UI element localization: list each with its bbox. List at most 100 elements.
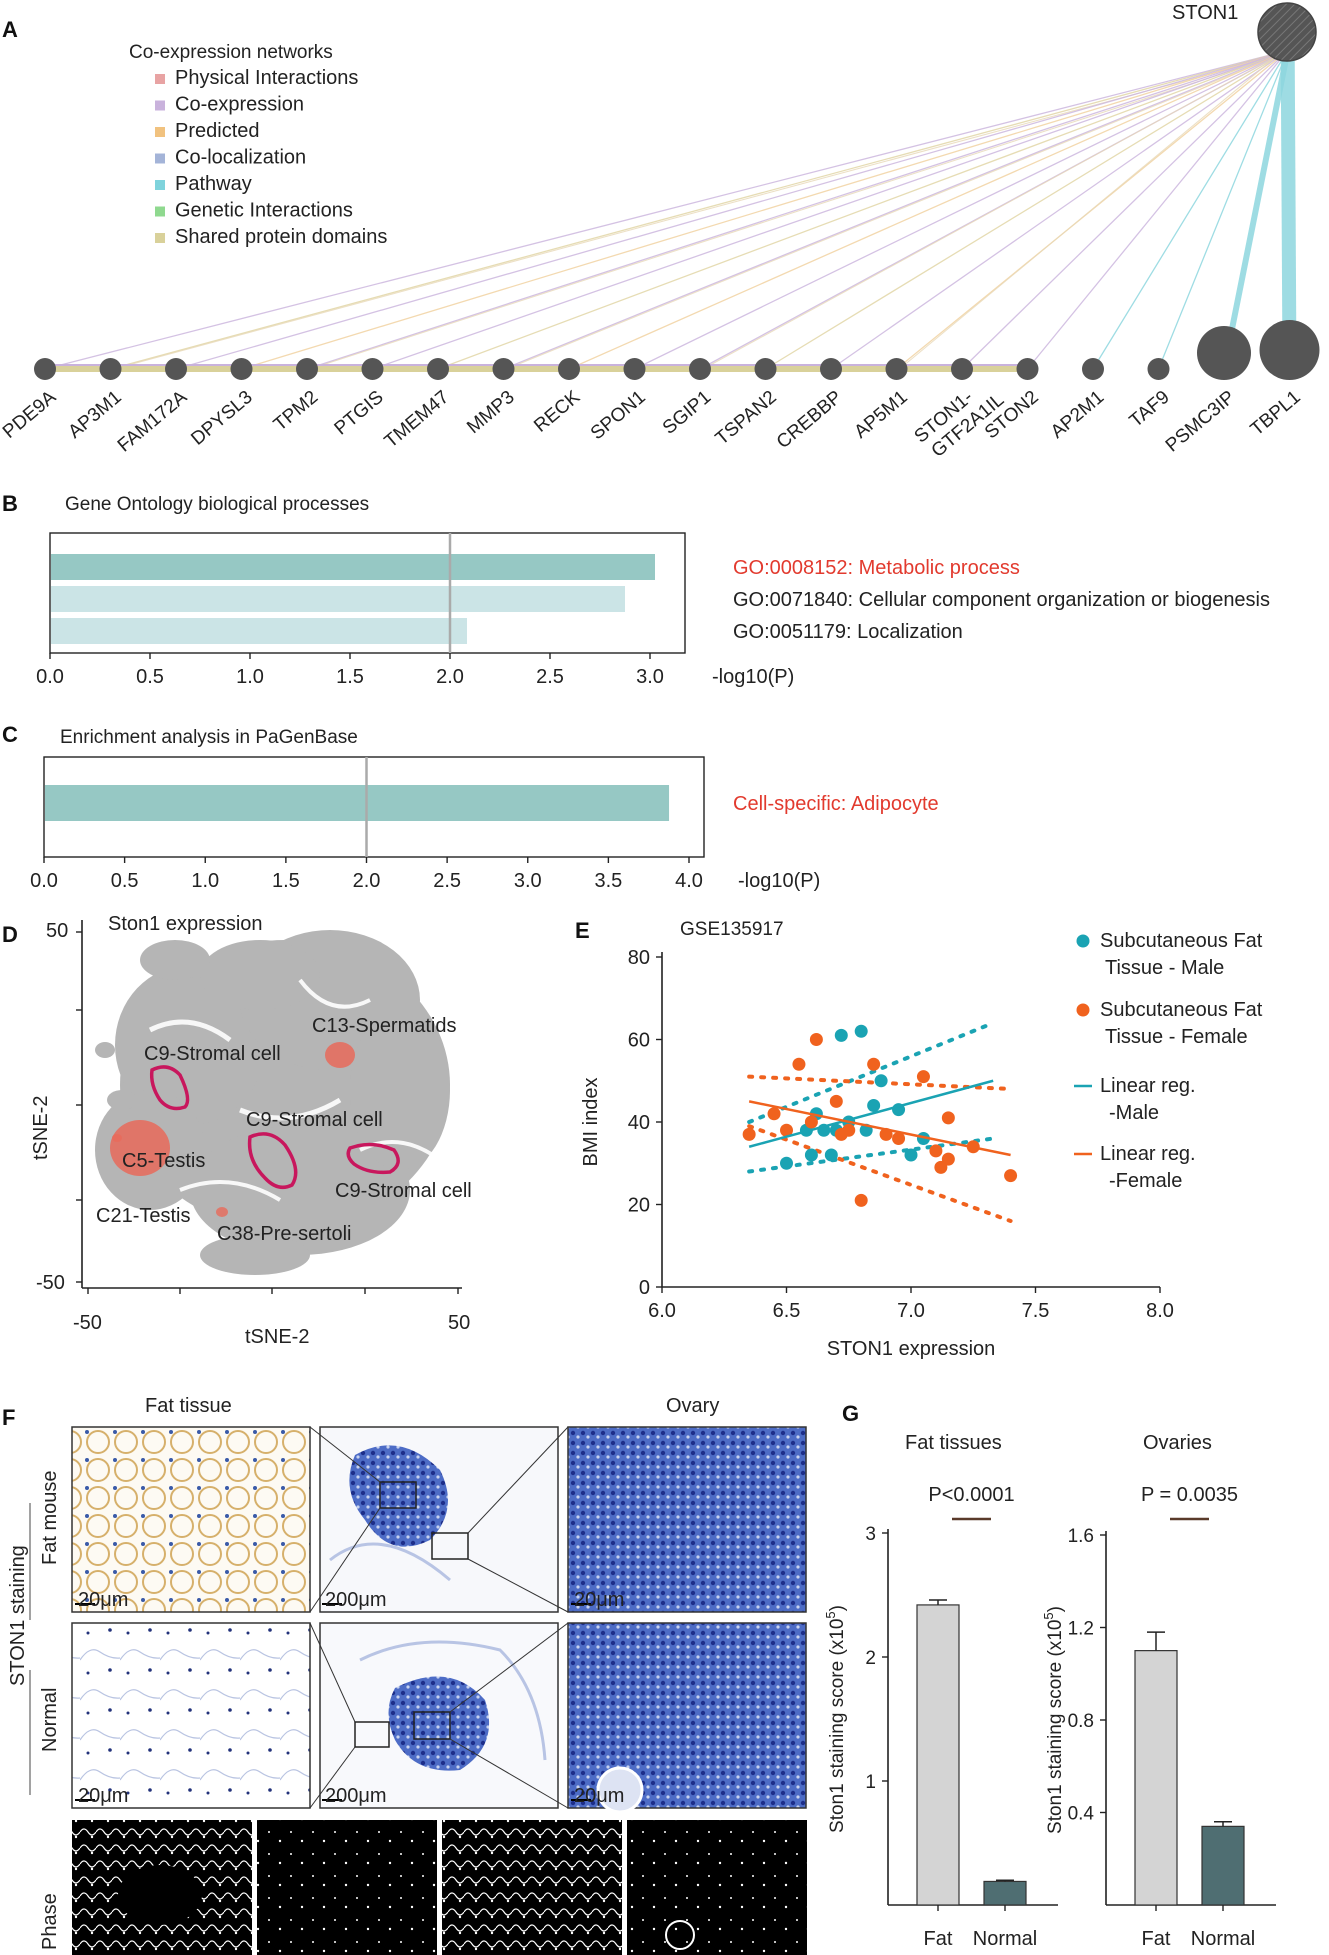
phase-image-2 <box>257 1820 437 1955</box>
x-tick-label: 3.5 <box>594 870 622 892</box>
x-tick-label: 0.0 <box>30 870 58 892</box>
data-point <box>1004 1169 1018 1183</box>
gene-node <box>1016 358 1039 380</box>
x-tick-label: 4.0 <box>675 870 703 892</box>
gene-label: MMP3 <box>463 387 519 438</box>
gene-node <box>361 358 384 380</box>
legend-label: Tissue - Male <box>1105 957 1224 979</box>
pagenbase-bar-chart: 0.0 0.5 1.0 1.5 2.0 2.5 3.0 3.5 4.0 -log10(P) Cell… <box>30 756 939 892</box>
edge-dpysl3 <box>241 51 1284 370</box>
y-tick-label: 1 <box>865 1772 876 1793</box>
edge-ston2 <box>1026 51 1288 370</box>
data-point <box>941 1111 955 1125</box>
gene-node <box>1147 358 1170 380</box>
gene-node <box>885 358 908 380</box>
y-tick-label: 80 <box>628 947 650 969</box>
legend-swatch <box>155 180 165 190</box>
legend-item: Predicted <box>175 120 260 142</box>
panel-b-title: Gene Ontology biological processes <box>65 494 369 515</box>
row-group-label: STON1 staining <box>7 1545 29 1686</box>
x-axis-label: -log10(P) <box>712 666 794 688</box>
data-point <box>904 1148 918 1162</box>
data-point <box>767 1107 781 1121</box>
edge-tspan2 <box>765 51 1286 370</box>
x-tick-label: 3.0 <box>514 870 542 892</box>
x-tick-label: Fat <box>1142 1928 1171 1950</box>
x-tick-label: 1.0 <box>236 666 264 688</box>
category-label: Cell-specific: Adipocyte <box>733 793 939 815</box>
x-tick-label: 7.5 <box>1022 1300 1050 1322</box>
y-tick-label: 1.6 <box>1068 1526 1094 1547</box>
regression-band-upper <box>747 1021 996 1124</box>
x-tick-label: 1.5 <box>336 666 364 688</box>
legend-label: -Female <box>1109 1170 1182 1192</box>
edge-ston1-gtf2a1il <box>961 51 1287 370</box>
panel-c-label: C <box>2 722 18 747</box>
data-point <box>829 1094 843 1108</box>
gene-node <box>34 358 56 380</box>
data-point <box>792 1057 806 1071</box>
gene-label: TAF9 <box>1126 387 1174 432</box>
x-tick-label: 2.0 <box>436 666 464 688</box>
regression-band-lower <box>747 1124 1013 1223</box>
x-tick-label: 6.0 <box>648 1300 676 1322</box>
bar <box>983 1880 1027 1906</box>
gene-node <box>165 358 187 380</box>
legend-item: Shared protein domains <box>175 226 387 248</box>
edge-secondary <box>506 55 1278 370</box>
gene-node <box>427 358 449 380</box>
legend-item: Co-localization <box>175 147 306 169</box>
legend-title: Co-expression networks <box>129 42 333 63</box>
gene-label: CREBBP <box>773 387 846 453</box>
data-point <box>941 1152 955 1166</box>
legend-marker <box>1076 934 1090 948</box>
data-point <box>834 1127 848 1141</box>
row-phase: Phase <box>39 1893 61 1950</box>
gene-label: PTGIS <box>331 387 388 440</box>
bar <box>1201 1825 1245 1906</box>
x-tick-label: 6.5 <box>773 1300 801 1322</box>
edge-fam172a <box>175 51 1283 370</box>
gene-node <box>492 358 515 380</box>
legend-label: Linear reg. <box>1100 1143 1196 1165</box>
legend-swatch <box>155 206 165 217</box>
bar <box>51 586 625 612</box>
x-tick-label: 1.5 <box>272 870 300 892</box>
tsne-title: Ston1 expression <box>108 913 263 935</box>
edge-ptgis <box>372 51 1284 370</box>
scale-3: 20μm <box>574 1589 624 1611</box>
histology-grid: 20μm 200μm 20μm 20μm 200μm 20μm <box>71 1426 807 1955</box>
scatter-legend: Subcutaneous Fat Tissue - Male Subcutaneou… <box>1074 930 1263 1192</box>
bar <box>51 618 467 644</box>
panel-a-label: A <box>2 17 18 42</box>
panel-f-label: F <box>2 1405 15 1430</box>
x-tick-label: 2.5 <box>536 666 564 688</box>
cluster-c9-b: C9-Stromal cell <box>246 1109 383 1131</box>
tsne-xtick-left: -50 <box>73 1312 102 1334</box>
scale-4: 20μm <box>78 1785 128 1807</box>
x-tick-label: 0.5 <box>111 870 139 892</box>
edge-tmem47 <box>437 51 1285 370</box>
gene-label: AP3M1 <box>64 387 125 443</box>
data-point <box>854 1193 868 1207</box>
x-axis-label: STON1 expression <box>827 1338 996 1360</box>
data-point <box>874 1074 888 1088</box>
y-tick-label: 60 <box>628 1030 650 1052</box>
gene-node <box>1082 358 1104 380</box>
legend-swatch <box>155 100 165 111</box>
regression-line <box>748 1079 994 1148</box>
gene-label: PSMC3IP <box>1162 387 1239 457</box>
scale-2: 200μm <box>325 1589 387 1611</box>
scale-6: 20μm <box>574 1785 624 1807</box>
y-tick-label: 0.4 <box>1068 1804 1095 1825</box>
p-value: P = 0.0035 <box>1141 1484 1238 1506</box>
gene-label: AP5M1 <box>850 387 911 443</box>
y-tick-label: 3 <box>865 1524 876 1545</box>
edge-secondary <box>702 55 1278 370</box>
scatter-title: GSE135917 <box>680 919 784 940</box>
gene-node <box>99 358 122 380</box>
cluster-c21: C21-Testis <box>96 1205 190 1227</box>
x-tick-label: 2.5 <box>433 870 461 892</box>
scale-5: 200μm <box>325 1785 387 1807</box>
